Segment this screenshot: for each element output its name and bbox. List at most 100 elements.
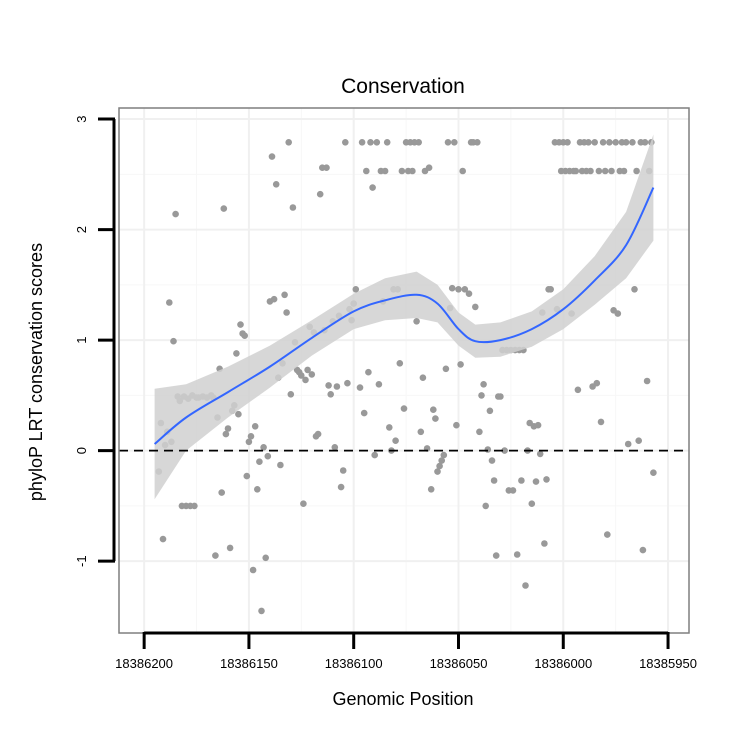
data-point xyxy=(457,361,464,368)
data-point xyxy=(409,168,416,175)
data-point xyxy=(325,382,332,389)
data-point xyxy=(428,486,435,493)
data-point xyxy=(317,191,324,198)
data-point xyxy=(485,446,492,453)
data-point xyxy=(514,551,521,558)
data-point xyxy=(327,391,334,398)
y-axis: -10123 xyxy=(74,115,115,566)
data-point xyxy=(361,410,368,417)
data-point xyxy=(323,164,330,171)
data-point xyxy=(480,381,487,388)
data-point xyxy=(225,425,232,432)
data-point xyxy=(472,304,479,311)
data-point xyxy=(591,139,598,146)
data-point xyxy=(252,423,259,430)
data-point xyxy=(445,139,452,146)
data-point xyxy=(621,168,628,175)
data-point xyxy=(302,377,309,384)
data-point xyxy=(598,419,605,426)
data-point xyxy=(594,380,601,387)
data-point xyxy=(449,285,456,292)
data-point xyxy=(256,458,263,465)
data-point xyxy=(478,392,485,399)
data-point xyxy=(482,503,489,510)
data-point xyxy=(596,168,603,175)
data-point xyxy=(497,393,504,400)
data-point xyxy=(518,477,525,484)
x-axis: 18386200 18386150 18386100 18386050 18386000… xyxy=(115,632,697,671)
data-point xyxy=(455,286,462,293)
data-point xyxy=(401,405,408,412)
plot-panel xyxy=(119,108,689,633)
data-point xyxy=(453,422,460,429)
data-point xyxy=(644,378,651,385)
data-point xyxy=(374,139,381,146)
data-point xyxy=(382,168,389,175)
data-point xyxy=(221,205,228,212)
x-tick-label: 18386000 xyxy=(534,656,592,671)
data-point xyxy=(367,139,374,146)
data-point xyxy=(573,168,580,175)
x-axis-label: Genomic Position xyxy=(332,689,473,709)
data-point xyxy=(533,478,540,485)
data-point xyxy=(369,184,376,191)
data-point xyxy=(288,391,295,398)
data-point xyxy=(399,168,406,175)
data-point xyxy=(529,500,536,507)
data-point xyxy=(602,168,609,175)
data-point xyxy=(426,164,433,171)
data-point xyxy=(575,387,582,394)
data-point xyxy=(357,384,364,391)
data-point xyxy=(338,484,345,491)
data-point xyxy=(642,139,649,146)
y-axis-label: phyloP LRT conservation scores xyxy=(26,243,46,501)
data-point xyxy=(218,489,225,496)
data-point xyxy=(233,350,240,357)
data-point xyxy=(491,477,498,484)
data-point xyxy=(262,555,269,562)
y-tick-label: 3 xyxy=(74,115,89,122)
x-tick-label: 18386150 xyxy=(220,656,278,671)
data-point xyxy=(629,139,636,146)
x-tick-label: 18386050 xyxy=(430,656,488,671)
data-point xyxy=(191,503,198,510)
data-point xyxy=(344,380,351,387)
data-point xyxy=(265,453,272,460)
data-point xyxy=(392,437,399,444)
data-point xyxy=(608,168,615,175)
data-point xyxy=(376,381,383,388)
data-point xyxy=(244,473,251,480)
data-point xyxy=(564,139,571,146)
data-point xyxy=(535,422,542,429)
data-point xyxy=(623,139,630,146)
data-point xyxy=(522,582,529,589)
data-point xyxy=(250,567,257,574)
data-point xyxy=(160,536,167,543)
data-point xyxy=(386,424,393,431)
data-point xyxy=(451,139,458,146)
y-tick-label: 0 xyxy=(74,447,89,454)
data-point xyxy=(441,452,448,459)
data-point xyxy=(635,437,642,444)
data-point xyxy=(430,406,437,413)
data-point xyxy=(235,411,242,418)
data-point xyxy=(487,408,494,415)
data-point xyxy=(342,139,349,146)
data-point xyxy=(510,487,517,494)
data-point xyxy=(476,429,483,436)
data-point xyxy=(285,139,292,146)
y-tick-label: 2 xyxy=(74,226,89,233)
panel-background xyxy=(119,108,689,633)
data-point xyxy=(290,204,297,211)
data-point xyxy=(260,444,267,451)
data-point xyxy=(474,139,481,146)
data-point xyxy=(363,168,370,175)
x-tick-label: 18386200 xyxy=(115,656,173,671)
data-point xyxy=(606,139,613,146)
data-point xyxy=(237,321,244,328)
data-point xyxy=(489,457,496,464)
data-point xyxy=(585,139,592,146)
y-tick-label: 1 xyxy=(74,336,89,343)
data-point xyxy=(258,608,265,615)
